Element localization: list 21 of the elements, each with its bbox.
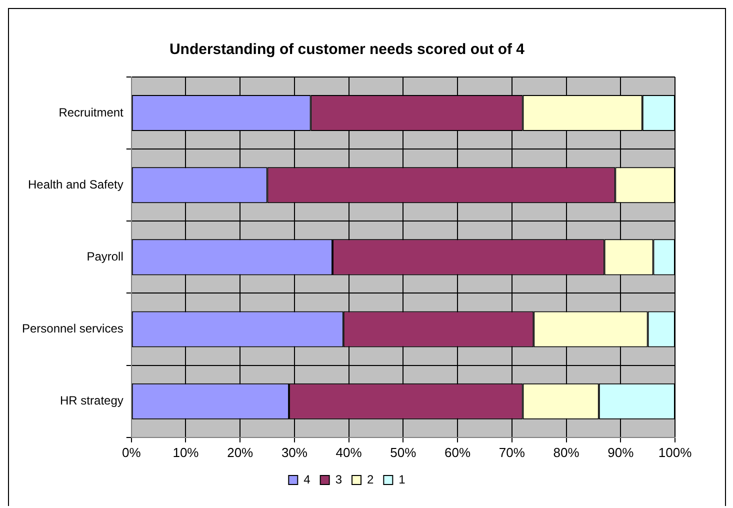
x-tick-label: 0% [122, 444, 142, 460]
x-tick-label: 80% [553, 444, 580, 460]
x-tick-label: 40% [336, 444, 362, 460]
chart-title: Understanding of customer needs scored out of 4 [169, 41, 526, 58]
y-tick-label: Recruitment [58, 105, 124, 120]
legend-label: 4 [304, 472, 311, 486]
x-tick-label: 10% [172, 444, 200, 460]
x-tick-label: 90% [608, 444, 634, 460]
x-tick-label: 70% [498, 444, 526, 460]
y-tick-label: Payroll [86, 250, 124, 264]
legend-label: 1 [398, 472, 406, 486]
y-tick-label: Health and Safety [28, 177, 124, 192]
x-tick-label: 60% [444, 444, 471, 460]
x-tick-label: 20% [227, 444, 254, 460]
x-tick-label: 30% [281, 444, 308, 460]
y-tick-label: HR strategy [60, 394, 124, 408]
x-tick-label: 100% [658, 444, 692, 460]
legend-label: 3 [335, 472, 342, 486]
y-tick-label: Personnel services [22, 322, 124, 336]
x-tick-label: 50% [390, 444, 417, 460]
legend-label: 2 [367, 472, 374, 486]
